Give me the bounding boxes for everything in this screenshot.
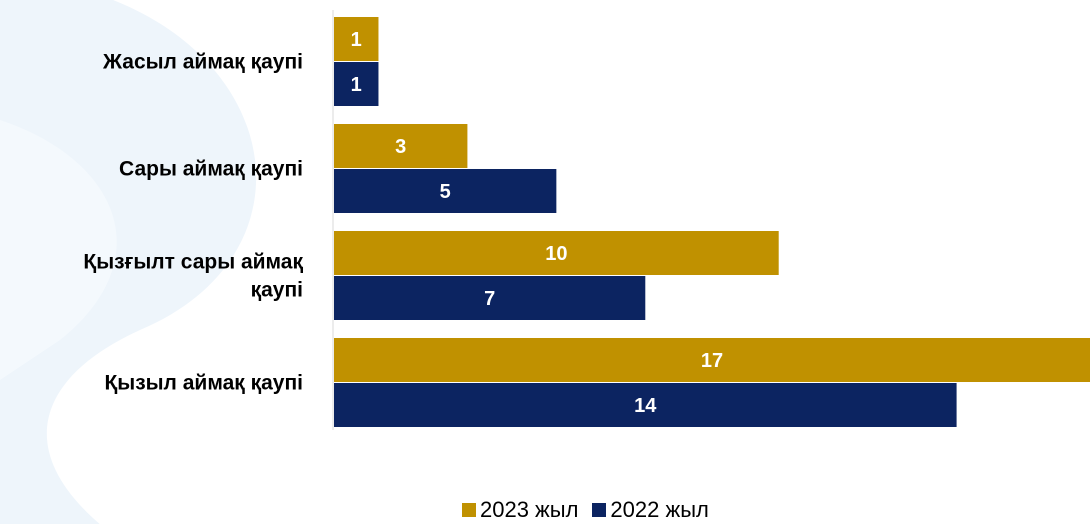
category-label-line: Қызғылт сары аймақ	[83, 251, 303, 274]
legend-item-2023: 2023 жыл	[462, 497, 578, 523]
bar-value-label: 3	[395, 136, 406, 158]
category-label-line: Қызыл аймақ қаупі	[104, 372, 303, 395]
bar-2022-жыл	[334, 169, 557, 213]
category-labels: Жасыл аймақ қаупі Сары аймақ қаупі Қызғылт…	[83, 51, 303, 395]
bar-value-label: 5	[440, 181, 451, 203]
legend-label-2023: 2023 жыл	[480, 497, 579, 522]
legend-swatch-2022	[592, 503, 607, 517]
legend: 2023 жыл 2022 жыл	[462, 497, 723, 523]
bar-2022-жыл	[334, 383, 957, 427]
bar-2023-жыл	[334, 231, 779, 275]
category-label-line: қаупі	[251, 279, 303, 302]
legend-label-2022: 2022 жыл	[610, 497, 709, 522]
bar-2022-жыл	[334, 62, 379, 106]
data-labels: 1 1 3 5 10 7 17 14	[351, 29, 723, 417]
category-label: Қызғылт сары аймақ қаупі	[83, 251, 303, 302]
bar-value-label: 17	[701, 350, 723, 372]
bar-value-label: 14	[634, 395, 657, 417]
bars	[334, 17, 1090, 427]
bar-value-label: 1	[351, 74, 362, 96]
category-label: Жасыл аймақ қаупі	[102, 51, 303, 74]
bar-2023-жыл	[334, 17, 379, 61]
category-label-line: Жасыл аймақ қаупі	[102, 51, 303, 74]
legend-swatch-2023	[462, 503, 476, 517]
category-label: Қызыл аймақ қаупі	[104, 372, 303, 395]
bar-2022-жыл	[334, 276, 646, 320]
bar-2023-жыл	[334, 338, 1090, 382]
category-label-line: Сары аймақ қаупі	[119, 158, 303, 181]
category-label: Сары аймақ қаупі	[119, 158, 303, 181]
bar-value-label: 1	[351, 29, 362, 51]
bar-value-label: 10	[545, 243, 567, 265]
bar-2023-жыл	[334, 124, 468, 168]
bar-value-label: 7	[484, 288, 495, 310]
legend-item-2022: 2022 жыл	[592, 497, 709, 523]
